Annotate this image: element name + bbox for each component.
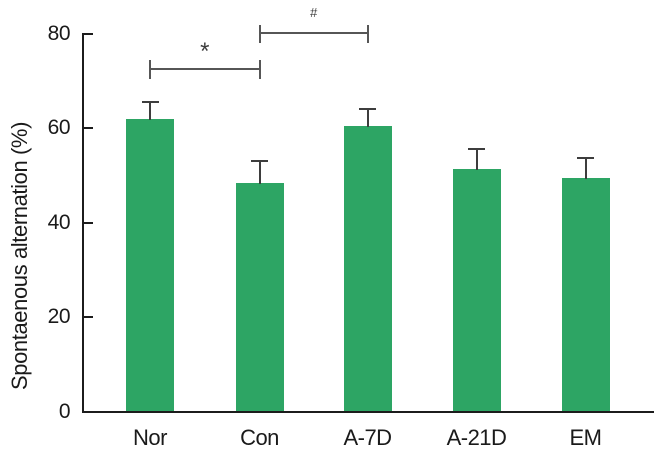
y-tick-label-80: 80 (47, 21, 71, 45)
x-tick-label-A-7D: A-7D (343, 425, 392, 450)
bar-Nor (126, 119, 174, 413)
error-bar-stem-A-7D (366, 109, 369, 128)
y-tick-40 (84, 221, 93, 224)
significance-bracket-tick-right (258, 60, 261, 79)
x-axis-line (82, 411, 654, 413)
y-tick-60 (84, 127, 93, 130)
bar-Con (235, 183, 284, 413)
error-bar-cap-Con (251, 159, 268, 162)
error-bar-cap-Nor (141, 100, 159, 103)
error-bar-cap-A-21D (468, 147, 485, 150)
y-tick-80 (84, 32, 93, 35)
error-bar-stem-Nor (149, 102, 151, 121)
significance-label: # (309, 5, 318, 20)
x-tick-label-EM: EM (569, 425, 603, 450)
y-tick-20 (84, 316, 93, 319)
x-tick-label-Nor: Nor (133, 425, 167, 450)
significance-bracket-tick-left (149, 60, 151, 79)
bar-A-21D (452, 168, 501, 413)
significance-bracket-tick-right (366, 25, 369, 43)
y-tick-label-40: 40 (47, 210, 71, 234)
error-bar-cap-A-7D (359, 108, 376, 111)
significance-bracket-tick-left (258, 25, 261, 43)
significance-bracket-line (259, 32, 368, 34)
y-tick-label-60: 60 (47, 116, 71, 140)
x-tick-label-A-21D: A-21D (446, 425, 507, 450)
significance-label: * (200, 38, 210, 65)
significance-bracket-line (150, 67, 260, 70)
y-tick-label-20: 20 (47, 305, 71, 329)
y-tick-label-0: 0 (58, 399, 71, 423)
error-bar-stem-EM (584, 158, 587, 179)
error-bar-stem-Con (258, 161, 261, 185)
error-bar-cap-EM (577, 157, 594, 160)
bar-A-7D (343, 126, 392, 413)
x-tick-label-Con: Con (240, 425, 279, 450)
bar-EM (561, 177, 610, 413)
y-axis-line (82, 33, 84, 413)
error-bar-stem-A-21D (475, 149, 478, 170)
